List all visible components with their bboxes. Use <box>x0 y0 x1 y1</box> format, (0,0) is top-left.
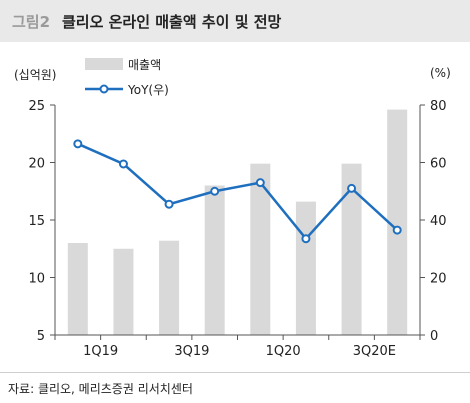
left-tick-label: 20 <box>28 157 45 172</box>
legend-line-label: YoY(우) <box>127 83 169 97</box>
right-tick-label: 60 <box>430 157 447 172</box>
source-note: 자료: 클리오, 메리츠증권 리서치센터 <box>8 382 193 396</box>
x-tick-label: 3Q20E <box>353 344 396 359</box>
left-tick-label: 25 <box>28 99 45 114</box>
axes: 5 10 15 20 25 0 20 40 60 80 1Q19 3Q19 1Q20 3Q20E <box>28 99 446 359</box>
yoy-point-3Q19 <box>164 199 174 209</box>
x-tick-label: 3Q19 <box>174 344 209 359</box>
yoy-point-4Q20E <box>392 225 402 235</box>
yoy-line <box>77 142 399 241</box>
bar-2Q19 <box>113 248 134 335</box>
left-axis-unit: (십억원) <box>14 68 57 82</box>
right-tick-label: 0 <box>430 329 438 344</box>
legend-bar-swatch <box>85 58 123 70</box>
bar-3Q19 <box>159 240 180 335</box>
right-tick-label: 20 <box>430 272 447 287</box>
chart-title: 클리오 온라인 매출액 추이 및 전망 <box>62 13 282 31</box>
legend-bar-label: 매출액 <box>128 58 161 72</box>
x-tick-label: 1Q19 <box>83 344 118 359</box>
bar-2Q20 <box>295 201 316 335</box>
x-tick-label: 1Q20 <box>266 344 301 359</box>
right-tick-label: 40 <box>430 214 447 229</box>
title-bar <box>0 0 470 42</box>
bar-1Q20 <box>250 163 271 335</box>
bar-series <box>67 109 408 335</box>
figure-label: 그림2 <box>12 13 51 31</box>
yoy-point-4Q19 <box>210 186 220 196</box>
yoy-point-1Q20 <box>255 178 265 188</box>
bar-3Q20E <box>341 163 362 335</box>
right-tick-label: 80 <box>430 99 447 114</box>
bar-4Q19 <box>204 185 225 335</box>
yoy-point-3Q20E <box>347 183 357 193</box>
legend-line-marker <box>99 84 109 94</box>
divider <box>0 372 470 373</box>
yoy-point-1Q19 <box>73 139 83 149</box>
left-tick-label: 5 <box>37 329 45 344</box>
left-tick-label: 10 <box>28 272 45 287</box>
chart: 매출액 YoY(우) 5 10 15 20 25 0 20 40 60 80 1Q19 3Q19 1Q2… <box>28 58 447 359</box>
bar-1Q19 <box>67 243 88 335</box>
bar-4Q20E <box>387 109 408 335</box>
yoy-point-2Q19 <box>118 159 128 169</box>
left-tick-label: 15 <box>28 214 45 229</box>
right-axis-unit: (%) <box>430 66 451 80</box>
legend: 매출액 YoY(우) <box>85 58 169 97</box>
line-series <box>73 139 402 244</box>
yoy-point-2Q20 <box>301 234 311 244</box>
